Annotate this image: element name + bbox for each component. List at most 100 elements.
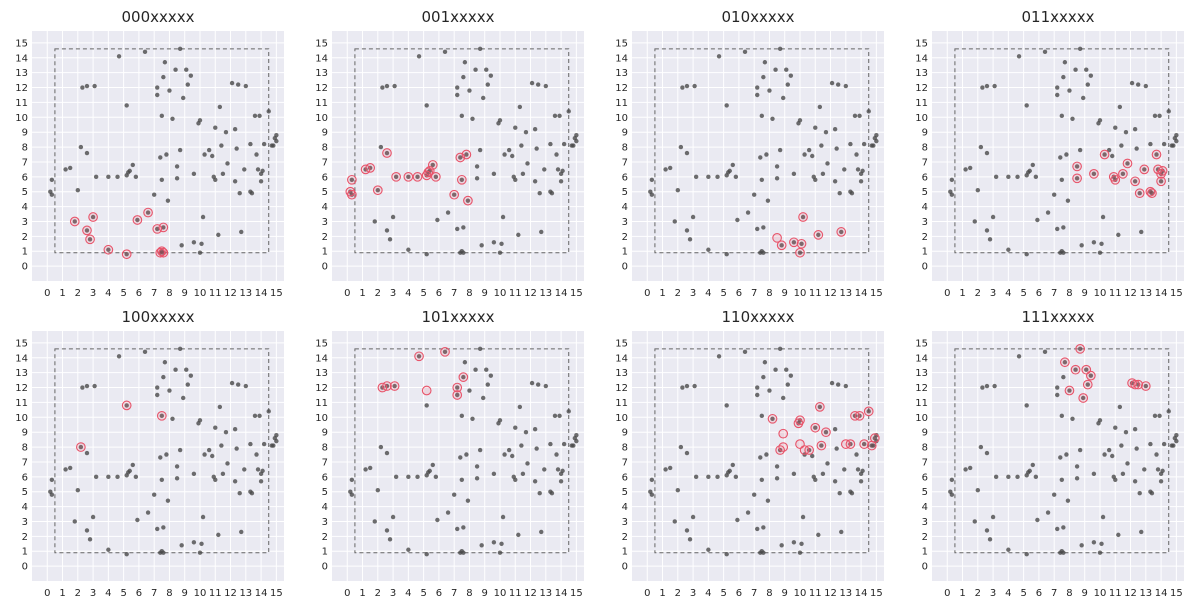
data-point <box>1073 67 1078 72</box>
data-point <box>415 474 420 480</box>
data-point <box>392 383 397 389</box>
data-point <box>1174 132 1179 138</box>
data-point <box>980 85 985 90</box>
data-point <box>191 471 197 477</box>
data-point <box>151 492 157 497</box>
x-tick-label: 12 <box>824 588 837 599</box>
x-tick-label: 1 <box>59 588 65 599</box>
data-point <box>724 552 729 557</box>
data-point <box>1059 113 1065 119</box>
data-point <box>458 155 463 160</box>
data-point <box>949 492 955 497</box>
x-tick-label: 12 <box>224 588 237 599</box>
data-point <box>819 443 824 448</box>
data-point <box>213 125 218 130</box>
data-point <box>177 447 183 453</box>
data-point <box>130 462 135 468</box>
x-tick-label: 1 <box>659 288 665 299</box>
data-point <box>724 252 729 257</box>
data-point <box>167 88 172 93</box>
data-point <box>1015 474 1020 480</box>
data-point <box>1006 547 1011 552</box>
highlight-ring <box>1151 149 1162 160</box>
y-tick-label: 0 <box>22 562 28 573</box>
x-tick-label: 5 <box>720 588 726 599</box>
data-point <box>837 191 842 196</box>
data-point <box>742 49 748 55</box>
data-point <box>424 552 429 557</box>
data-point <box>1161 441 1167 447</box>
data-point <box>755 226 760 232</box>
data-point <box>1161 141 1167 147</box>
data-point <box>1154 452 1159 457</box>
x-tick-label: 0 <box>344 288 350 299</box>
data-point <box>474 464 480 469</box>
y-tick-label: 9 <box>322 128 328 139</box>
y-tick-label: 10 <box>315 413 328 424</box>
x-tick-label: 4 <box>105 288 111 299</box>
x-tick-label: 11 <box>209 588 222 599</box>
panel-2: 0 1 2 3 4 5 6 7 8 9 10 11 12 13 14 15012345678910111213… <box>615 8 884 299</box>
data-point <box>200 514 206 520</box>
data-point <box>800 514 806 520</box>
data-point <box>1074 476 1080 481</box>
x-tick-label: 8 <box>466 588 472 599</box>
y-tick-label: 7 <box>22 157 28 168</box>
data-point <box>216 232 221 238</box>
data-point <box>161 225 166 230</box>
data-point <box>213 177 218 183</box>
data-point <box>984 383 990 389</box>
data-point <box>243 83 249 89</box>
data-point <box>274 432 279 438</box>
data-point <box>491 540 497 545</box>
y-tick-label: 14 <box>615 353 628 364</box>
data-point <box>380 85 385 90</box>
data-point <box>761 74 766 80</box>
data-point <box>458 250 463 255</box>
y-tick-label: 12 <box>315 83 328 94</box>
highlight-ring <box>456 174 467 185</box>
x-tick-label: 5 <box>420 588 426 599</box>
data-point <box>1097 250 1103 255</box>
data-point <box>477 147 483 153</box>
data-point <box>465 498 471 503</box>
data-point <box>497 118 503 123</box>
data-point <box>115 174 120 180</box>
data-point <box>1132 427 1138 432</box>
data-point <box>513 425 518 430</box>
y-tick-label: 5 <box>322 187 328 198</box>
data-point <box>733 474 739 480</box>
data-point <box>759 413 765 419</box>
data-point <box>1077 147 1083 153</box>
data-point <box>1051 492 1057 497</box>
x-tick-label: 6 <box>136 588 142 599</box>
data-point <box>220 171 226 177</box>
data-point <box>1174 138 1179 144</box>
data-point <box>455 92 460 98</box>
x-tick-label: 6 <box>136 288 142 299</box>
data-point <box>990 514 996 520</box>
data-point <box>802 152 807 157</box>
data-point <box>1024 403 1029 408</box>
data-point <box>858 179 864 184</box>
data-point <box>1097 550 1103 555</box>
x-tick-label: 1 <box>959 288 965 299</box>
y-tick-label: 12 <box>15 383 28 394</box>
data-point <box>1120 171 1126 177</box>
data-point <box>1033 474 1039 480</box>
data-point <box>220 471 226 477</box>
data-point <box>216 532 221 538</box>
data-point <box>1097 118 1103 123</box>
x-tick-label: 4 <box>405 288 411 299</box>
data-point <box>797 550 803 555</box>
y-tick-label: 0 <box>322 562 328 573</box>
data-point <box>470 116 475 121</box>
data-point <box>1016 54 1022 59</box>
data-point <box>557 113 562 119</box>
data-point <box>416 354 422 359</box>
data-point <box>1116 532 1121 538</box>
data-point <box>67 165 73 171</box>
data-point <box>1102 452 1107 457</box>
data-point <box>1077 46 1083 52</box>
y-tick-label: 13 <box>615 368 628 379</box>
